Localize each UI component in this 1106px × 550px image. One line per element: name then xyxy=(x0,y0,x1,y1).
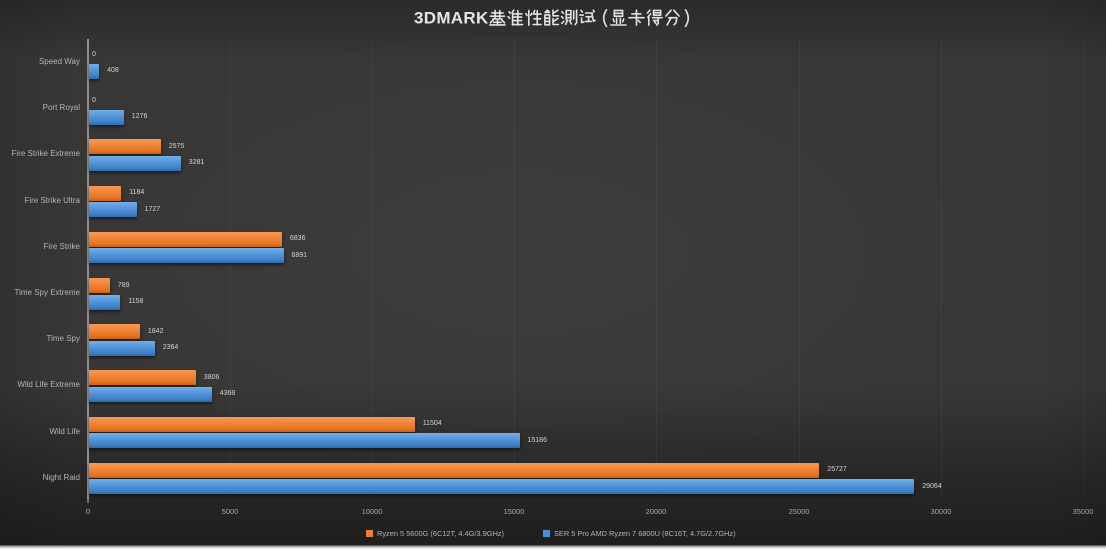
svg-text:3DMARK: 3DMARK xyxy=(414,9,489,28)
